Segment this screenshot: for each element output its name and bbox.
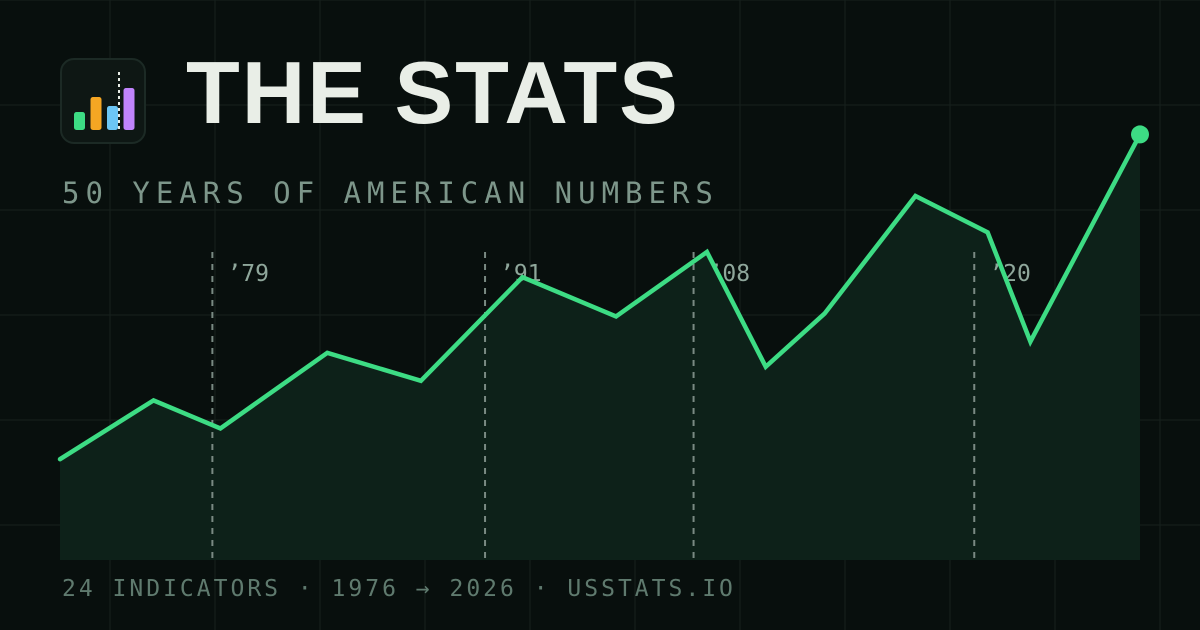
logo-bar: [107, 106, 118, 130]
marker-label: ’20: [989, 261, 1031, 287]
series-line: [57, 132, 1143, 462]
logo-bar: [123, 88, 135, 130]
logo-bar: [74, 112, 85, 130]
page-subtitle: 50 YEARS OF AMERICAN NUMBERS: [62, 176, 719, 210]
chart-area: [60, 134, 1140, 560]
series-end-point: [1131, 125, 1149, 144]
marker-label: ’79: [227, 261, 269, 287]
logo: [60, 58, 146, 144]
page-title: THE STATS: [186, 43, 680, 142]
logo-bar: [90, 97, 102, 130]
bar-chart-icon: [74, 72, 135, 130]
footer-text: 24 INDICATORS · 1976 → 2026 · USSTATS.IO: [62, 576, 736, 602]
